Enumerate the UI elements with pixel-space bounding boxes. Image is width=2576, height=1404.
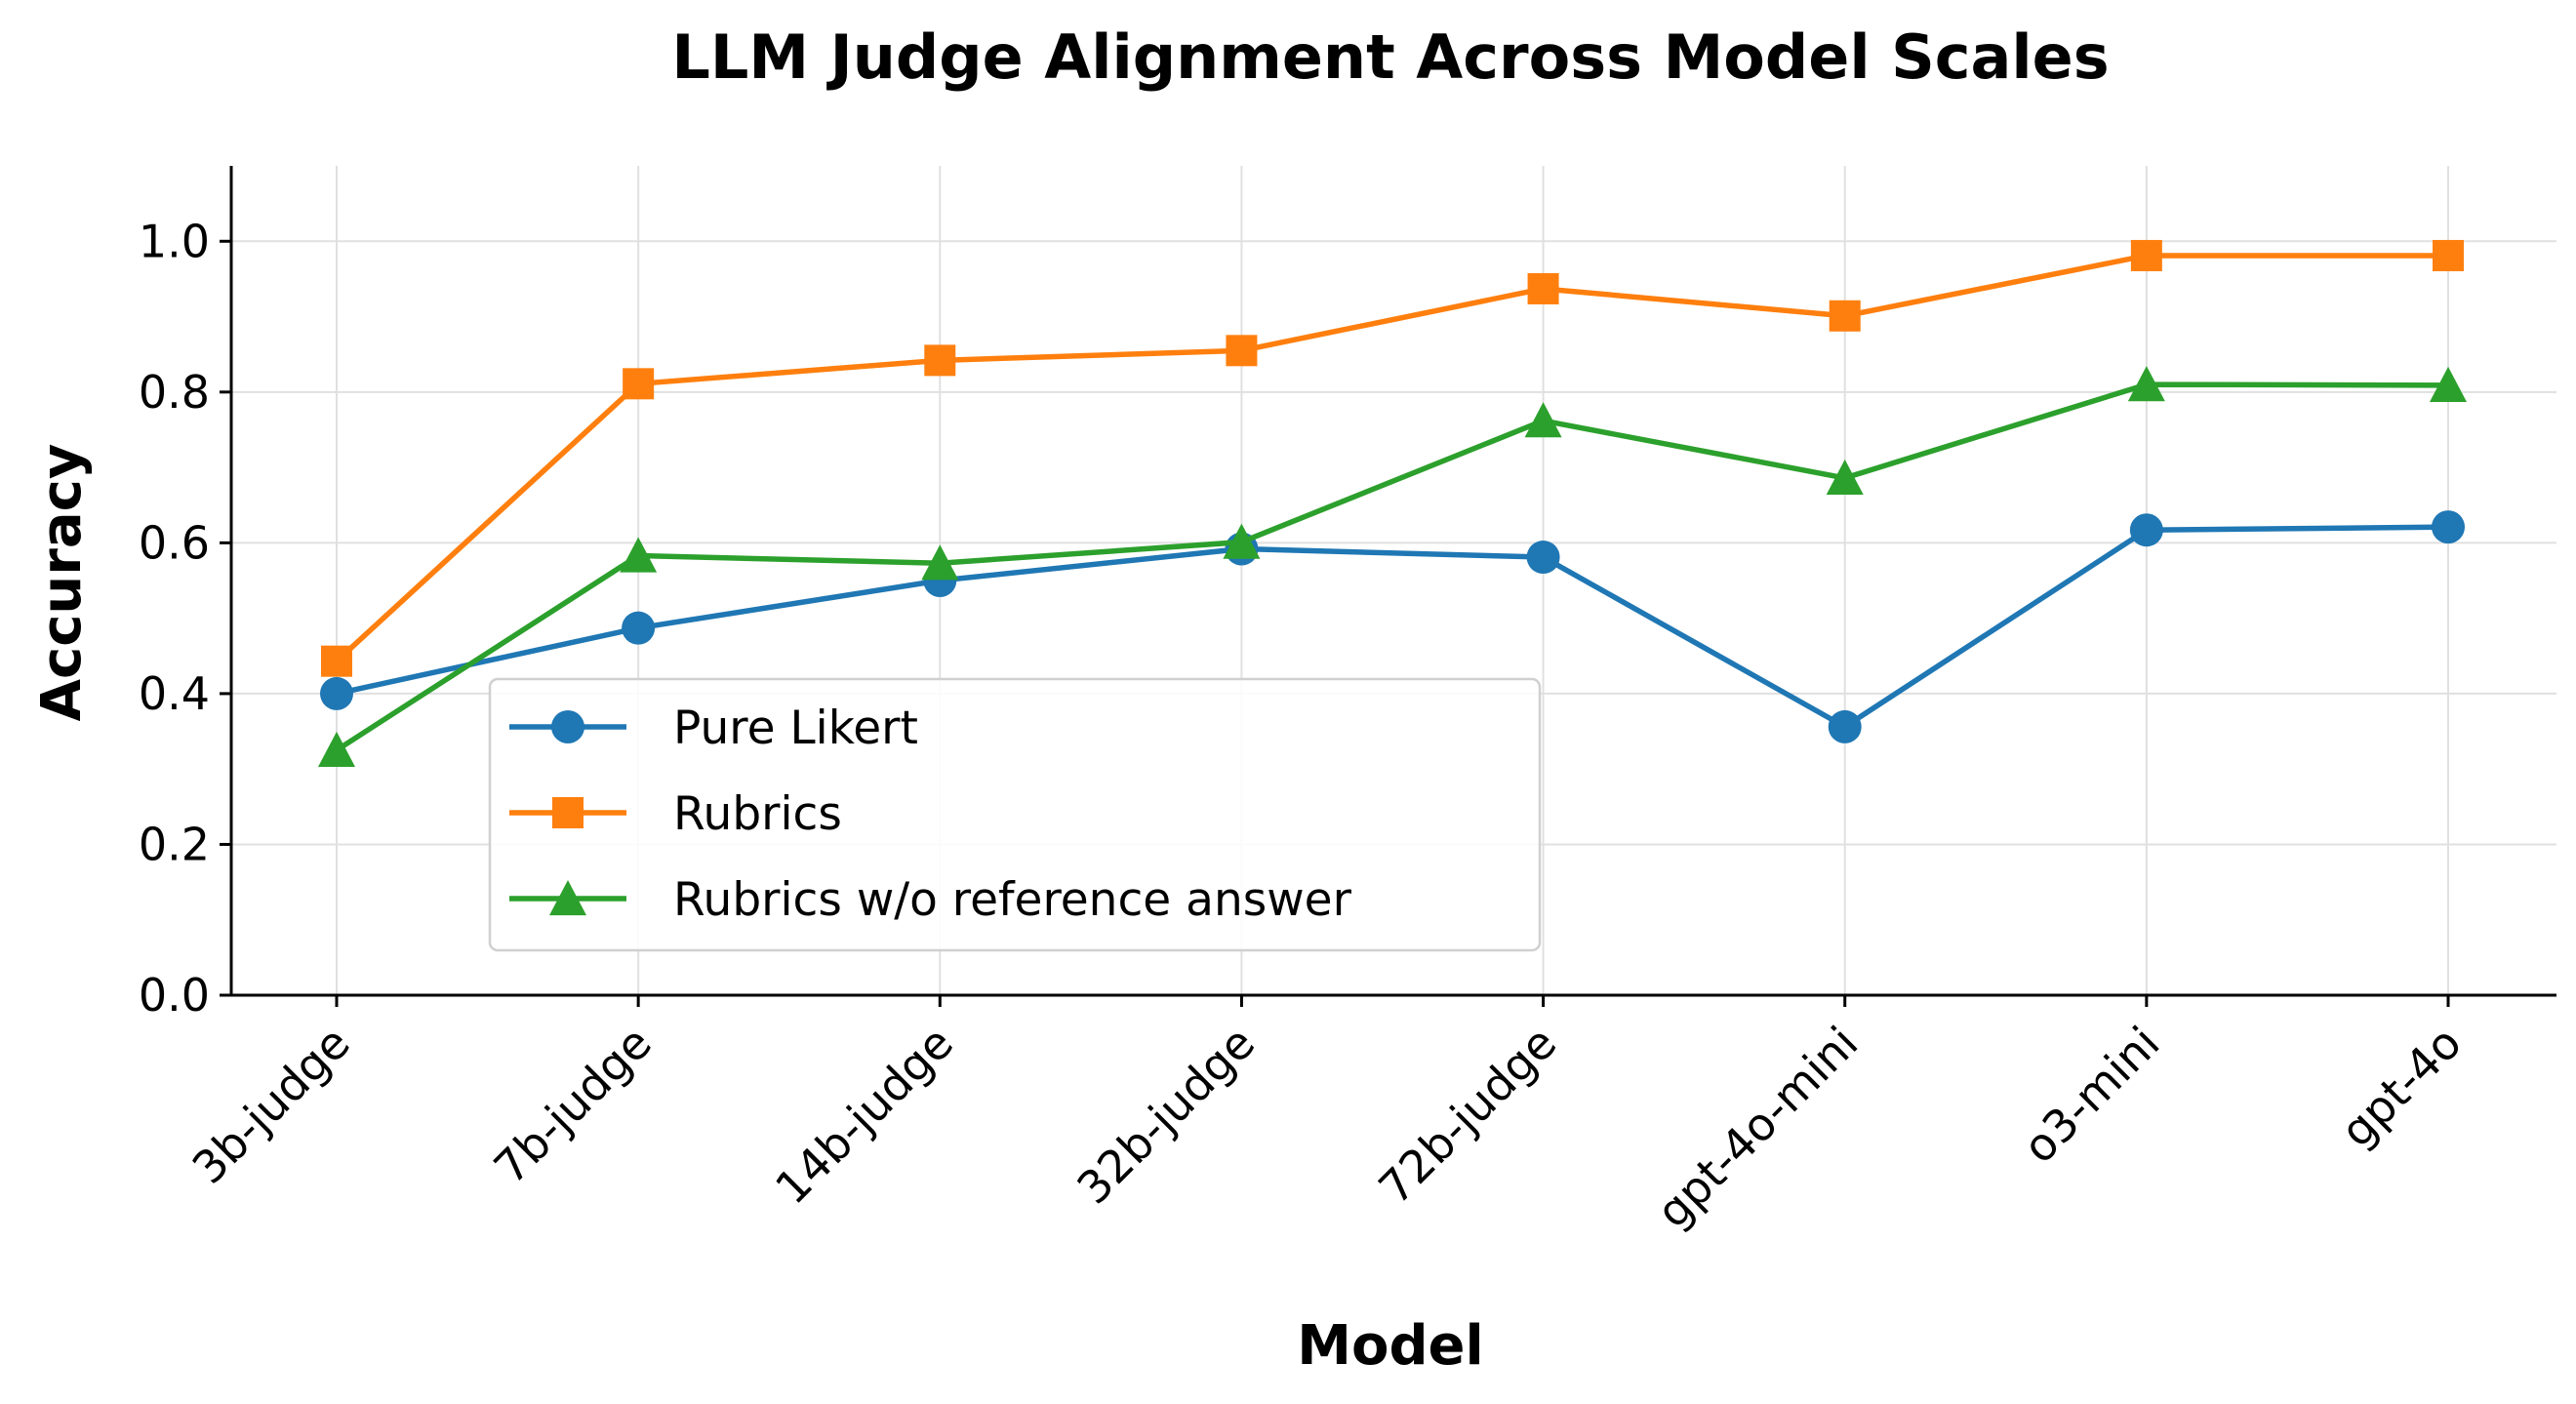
legend-marker — [551, 710, 584, 743]
series-rubrics-w-o-reference-answer — [318, 366, 2467, 767]
series-line — [334, 524, 2451, 730]
data-point — [1829, 300, 1861, 332]
y-tick-label: 0.4 — [139, 667, 210, 720]
data-point — [2433, 239, 2464, 271]
data-point — [318, 731, 355, 767]
legend-box — [488, 677, 1542, 952]
series-rubrics — [321, 239, 2464, 677]
data-point — [620, 537, 658, 573]
x-tick-label: o3-mini — [2013, 1017, 2170, 1174]
legend-marker — [552, 797, 584, 828]
legend-label: Rubrics — [673, 787, 842, 841]
legend-marker — [549, 880, 586, 916]
data-point — [623, 368, 655, 400]
data-point — [921, 544, 959, 581]
data-point — [2127, 366, 2165, 402]
y-tick-label: 1.0 — [139, 215, 210, 267]
series-line — [334, 253, 2451, 664]
series-line — [334, 381, 2451, 753]
x-tick-label: gpt-4o-mini — [1646, 1017, 1868, 1238]
data-point — [1526, 541, 1560, 575]
x-axis-label: Model — [1297, 1314, 1483, 1378]
data-point — [1826, 459, 1864, 496]
y-axis-label: Accuracy — [30, 444, 94, 722]
legend-label: Rubrics w/o reference answer — [673, 873, 1352, 927]
x-tick-label: 72b-judge — [1368, 1017, 1566, 1215]
data-point — [2129, 513, 2163, 547]
series-layer — [318, 239, 2467, 767]
y-tick-label: 0.6 — [139, 516, 210, 569]
data-point — [1524, 402, 1562, 438]
x-tick-label: gpt-4o — [2330, 1017, 2472, 1158]
data-point — [1527, 272, 1559, 304]
data-point — [924, 344, 956, 377]
y-tick-label: 0.8 — [139, 366, 210, 419]
data-point — [320, 676, 353, 710]
legend-label: Pure Likert — [673, 702, 918, 755]
data-point — [622, 611, 656, 645]
chart-title: LLM Judge Alignment Across Model Scales — [671, 21, 2109, 93]
legend: Pure Likert Rubrics Rubrics w/o reference … — [488, 677, 1542, 952]
data-point — [2432, 510, 2465, 544]
data-point — [1828, 709, 1862, 743]
x-tick-label: 14b-judge — [765, 1017, 963, 1215]
data-point — [2130, 239, 2162, 271]
data-point — [1223, 523, 1261, 559]
x-tick-label: 7b-judge — [484, 1017, 662, 1194]
data-point — [2430, 366, 2467, 402]
data-point — [321, 645, 352, 677]
data-point — [1226, 335, 1258, 367]
y-tick-label: 0.0 — [139, 969, 210, 1022]
x-tick-label: 3b-judge — [182, 1017, 360, 1194]
y-tick-label: 0.2 — [139, 818, 210, 870]
x-tick-label: 32b-judge — [1067, 1017, 1265, 1215]
